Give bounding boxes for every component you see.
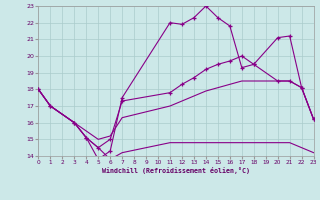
- X-axis label: Windchill (Refroidissement éolien,°C): Windchill (Refroidissement éolien,°C): [102, 167, 250, 174]
